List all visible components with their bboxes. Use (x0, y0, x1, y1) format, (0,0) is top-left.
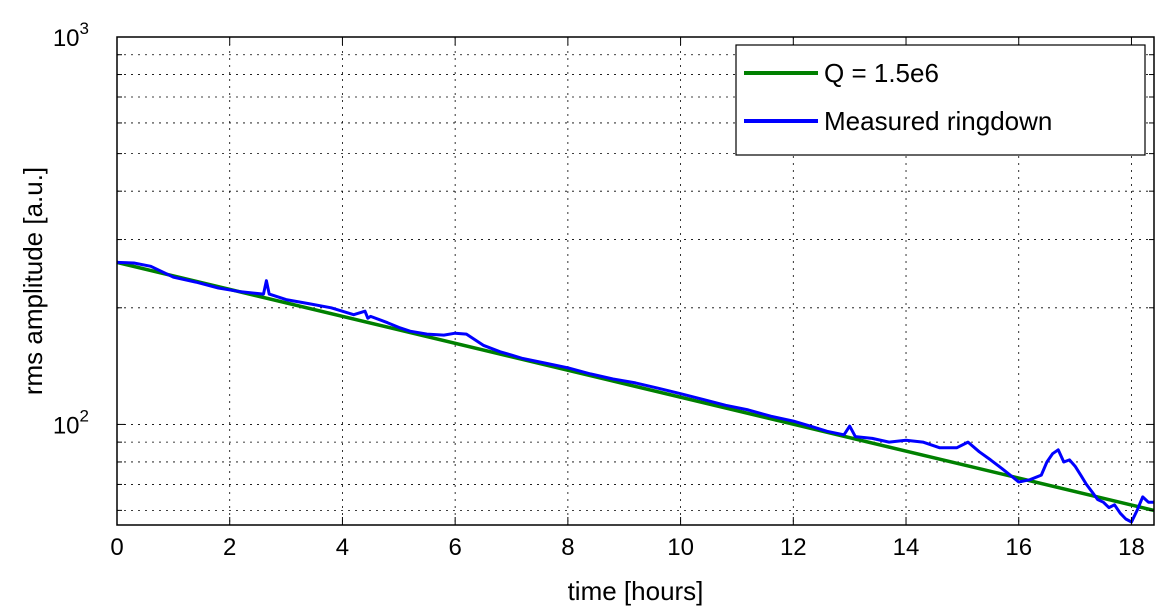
legend-label-q: Q = 1.5e6 (824, 58, 939, 88)
x-axis-title: time [hours] (568, 576, 704, 606)
x-tick-label: 10 (667, 534, 694, 561)
x-tick-label: 18 (1118, 534, 1145, 561)
series-measured-ringdown (116, 260, 1154, 524)
legend-box (735, 44, 1146, 156)
series-layer (116, 260, 1155, 524)
legend-label-measured: Measured ringdown (824, 106, 1052, 136)
x-tick-label: 16 (1005, 534, 1032, 561)
ticks (116, 37, 1154, 525)
plot-frame (116, 36, 1155, 526)
x-tick-label: 8 (561, 534, 574, 561)
series-q-fit (116, 260, 1155, 513)
x-tick-label: 6 (448, 534, 461, 561)
y-tick-labels: 102 103 (53, 19, 89, 439)
legend: Q = 1.5e6 Measured ringdown (735, 44, 1146, 156)
x-tick-label: 0 (110, 534, 123, 561)
y-tick-label: 103 (53, 19, 89, 52)
grid (117, 37, 1154, 525)
x-tick-label: 12 (780, 534, 807, 561)
x-tick-label: 4 (336, 534, 349, 561)
y-axis-title: rms amplitude [a.u.] (18, 167, 48, 395)
x-tick-label: 2 (223, 534, 236, 561)
x-tick-labels: 0 2 4 6 8 10 12 14 16 18 (110, 534, 1144, 561)
y-tick-label: 102 (53, 406, 89, 439)
x-tick-label: 14 (893, 534, 920, 561)
